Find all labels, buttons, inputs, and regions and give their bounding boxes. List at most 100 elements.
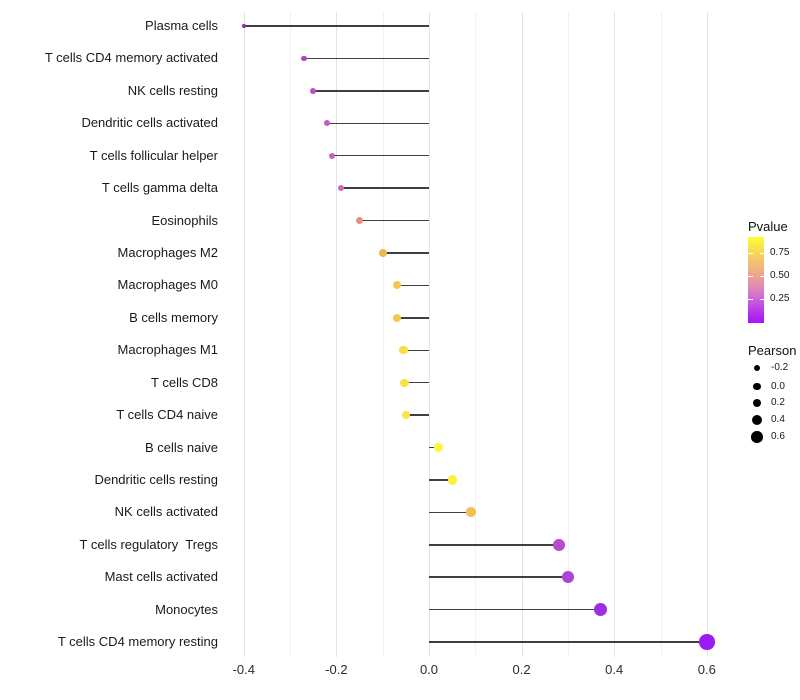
x-major-gridline [521, 12, 523, 657]
x-major-gridline [706, 12, 708, 657]
lollipop-dot [699, 634, 715, 650]
size-legend-label: 0.0 [771, 380, 785, 392]
lollipop-dot [401, 410, 410, 420]
y-axis-label: NK cells activated [114, 504, 218, 520]
lollipop-dot [392, 313, 401, 322]
size-legend-label: 0.6 [771, 431, 785, 442]
x-tick-label: 0.0 [419, 662, 439, 677]
x-tick-label: -0.4 [232, 662, 255, 677]
y-axis-label: T cells CD8 [151, 374, 218, 390]
lollipop-segment [429, 608, 601, 611]
lollipop-segment [429, 446, 439, 449]
size-legend-dot [751, 414, 763, 426]
y-axis-label: T cells follicular helper [89, 147, 218, 163]
lollipop-dot [433, 442, 443, 452]
colorbar-tick-label: 0.25 [770, 292, 790, 304]
lollipop-segment [327, 122, 429, 124]
y-axis-label: Macrophages M2 [117, 244, 218, 260]
lollipop-segment [429, 479, 453, 481]
colorbar-tick-right [759, 275, 764, 277]
x-major-gridline [614, 12, 616, 657]
y-axis-label: NK cells resting [127, 82, 218, 98]
x-major-gridline [336, 12, 338, 657]
lollipop-dot [356, 217, 364, 225]
lollipop-segment [405, 414, 429, 416]
lollipop-dot [465, 507, 476, 518]
lollipop-dot [328, 152, 335, 159]
colorbar-tick-right [759, 298, 764, 301]
lollipop-dot [552, 538, 565, 551]
y-axis-label: Mast cells activated [104, 569, 218, 585]
lollipop-dot [310, 87, 317, 94]
lollipop-segment [396, 317, 429, 319]
x-tick-label: 0.2 [512, 662, 531, 677]
y-axis-label: Macrophages M1 [117, 342, 218, 358]
lollipop-segment [313, 90, 430, 92]
lollipop-segment [243, 25, 429, 27]
colorbar-tick-label: 0.50 [770, 269, 790, 281]
lollipop-segment [304, 57, 429, 60]
y-axis-label: B cells memory [129, 309, 218, 325]
size-legend-dot [751, 431, 763, 443]
size-legend-label: -0.2 [771, 362, 789, 373]
y-axis-label: Macrophages M0 [117, 277, 218, 293]
colorbar-tick-left [748, 298, 753, 301]
lollipop-segment [429, 576, 568, 578]
size-legend-dot [753, 382, 761, 391]
x-major-gridline [429, 12, 430, 657]
size-legend-label: 0.2 [771, 397, 785, 408]
y-axis-label: Monocytes [155, 601, 218, 617]
size-legend-dot [754, 365, 760, 371]
lollipop-dot [337, 184, 345, 192]
lollipop-dot [378, 249, 387, 257]
x-tick-label: 0.4 [605, 662, 624, 677]
lollipop-segment [331, 154, 429, 157]
colorbar-tick-right [759, 252, 764, 254]
lollipop-dot [593, 603, 607, 616]
lollipop-dot [400, 378, 409, 387]
lollipop-segment [382, 252, 429, 254]
x-tick-label: 0.6 [697, 662, 716, 677]
x-minor-gridline [382, 12, 384, 657]
lollipop-dot [561, 571, 574, 584]
y-axis-label: T cells regulatory Tregs [79, 536, 218, 552]
x-major-gridline [243, 12, 245, 657]
y-axis-label: T cells gamma delta [101, 180, 218, 196]
lollipop-dot [301, 55, 307, 62]
y-axis-label: Dendritic cells activated [81, 115, 218, 131]
lollipop-dot [392, 281, 401, 290]
lollipop-dot [399, 346, 408, 355]
y-axis-label: T cells CD4 naive [116, 407, 218, 422]
pvalue-legend-title: Pvalue [748, 219, 788, 234]
lollipop-segment [404, 381, 429, 384]
x-minor-gridline [475, 12, 477, 657]
y-axis-label: Plasma cells [145, 18, 218, 33]
y-axis-label: B cells naive [145, 439, 218, 455]
lollipop-dot [447, 475, 457, 485]
x-minor-gridline [290, 12, 292, 657]
lollipop-dot [241, 23, 246, 29]
size-legend-label: 0.4 [771, 414, 785, 425]
y-axis-label: T cells CD4 memory resting [57, 634, 218, 649]
lollipop-segment [403, 349, 429, 351]
lollipop-segment [396, 284, 429, 287]
lollipop-segment [429, 641, 707, 643]
x-tick-label: -0.2 [325, 662, 348, 677]
lollipop-segment [341, 187, 429, 189]
lollipop-dot [324, 120, 331, 127]
x-minor-gridline [660, 12, 662, 657]
lollipop-segment [429, 544, 559, 546]
pvalue-colorbar-gradient [748, 237, 764, 323]
y-axis-label: T cells CD4 memory activated [44, 50, 218, 66]
lollipop-segment [429, 511, 471, 513]
pearson-legend-title: Pearson [748, 343, 797, 358]
colorbar-tick-left [748, 252, 753, 254]
y-axis-label: Eosinophils [151, 212, 219, 228]
colorbar-tick-label: 0.75 [770, 246, 790, 258]
colorbar-tick-left [748, 275, 753, 277]
x-minor-gridline [567, 12, 569, 657]
size-legend-dot [752, 398, 762, 408]
y-axis-label: Dendritic cells resting [94, 471, 218, 487]
lollipop-segment [359, 219, 429, 222]
